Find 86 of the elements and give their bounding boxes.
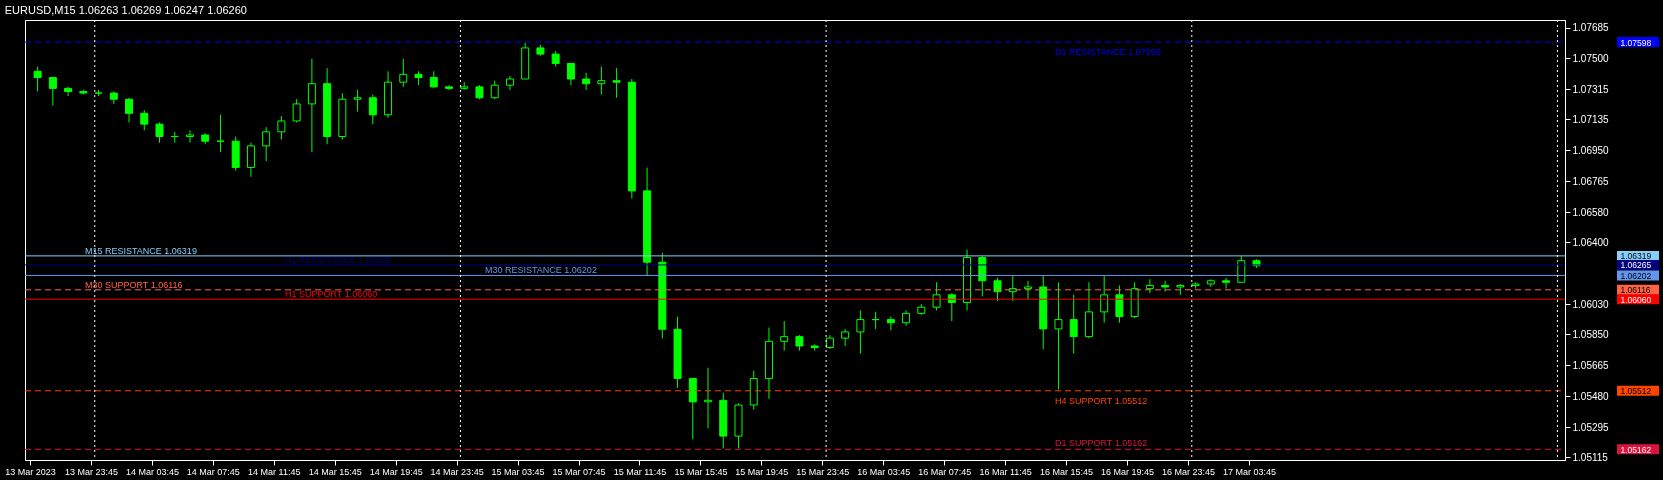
y-tick-label: 1.07315 (1572, 83, 1610, 95)
y-tick-label: 1.05480 (1572, 390, 1610, 402)
x-tick-label: 13 Mar 23:45 (64, 466, 118, 477)
x-tick-label: 16 Mar 03:45 (857, 466, 911, 477)
candlestick (307, 58, 316, 153)
candlestick (1161, 280, 1170, 293)
ref-line-label: M30 RESISTANCE 1.06202 (485, 265, 597, 276)
candlestick (353, 89, 362, 113)
y-tick-label: 1.06765 (1572, 175, 1610, 187)
x-tick-label: 16 Mar 19:45 (1101, 466, 1155, 477)
candlestick (246, 142, 255, 178)
x-tick-label: 16 Mar 07:45 (918, 466, 972, 477)
x-tick-label: 16 Mar 15:45 (1040, 466, 1094, 477)
candlestick (597, 66, 606, 96)
candlestick (688, 377, 697, 440)
candlestick (886, 316, 895, 331)
candlestick (185, 129, 194, 144)
candlestick (368, 94, 377, 125)
x-tick-label: 14 Mar 15:45 (308, 466, 362, 477)
candlestick (612, 67, 621, 99)
y-tick-label: 1.06950 (1572, 144, 1610, 156)
x-tick-label: 15 Mar 11:45 (613, 466, 667, 477)
candlestick (1054, 281, 1063, 390)
chart-title: EURUSD,M15 1.06263 1.06269 1.06247 1.06260 (4, 3, 247, 16)
x-tick-label: 13 Mar 2023 (5, 466, 56, 477)
y-tick-label: 1.07135 (1572, 113, 1610, 125)
candlestick (1008, 275, 1017, 302)
y2-tick-label: 1.06319 (1620, 251, 1652, 262)
y2-tick-label: 1.06265 (1620, 260, 1652, 271)
candlestick (1069, 294, 1078, 355)
x-tick-label: 15 Mar 23:45 (796, 466, 850, 477)
x-tick-label: 15 Mar 07:45 (552, 466, 606, 477)
y-tick-label: 1.05295 (1572, 421, 1610, 433)
y2-tick-label: 1.05162 (1620, 444, 1652, 455)
ref-line-label: M15 RESISTANCE 1.06319 (85, 245, 197, 256)
candlestick (1145, 278, 1154, 294)
candlestick (1222, 277, 1231, 290)
candlestick (155, 121, 164, 144)
x-tick-label: 14 Mar 03:45 (125, 466, 179, 477)
candlestick (1100, 275, 1109, 324)
y-tick-label: 1.05665 (1572, 359, 1610, 371)
y2-tick-label: 1.06116 (1620, 285, 1651, 296)
candlestick (140, 109, 149, 131)
y-tick-label: 1.05850 (1572, 328, 1610, 340)
y2-tick-label: 1.05512 (1620, 386, 1652, 397)
ref-line-label: H1 RESISTANCE 1.06265 (285, 254, 391, 265)
candlestick (856, 309, 865, 355)
y-tick-label: 1.06400 (1572, 236, 1610, 248)
candlestick (1023, 280, 1032, 300)
candlestick (932, 281, 941, 311)
candlestick (490, 80, 499, 100)
x-tick-label: 16 Mar 23:45 (1161, 466, 1215, 477)
x-tick-label: 15 Mar 19:45 (735, 466, 789, 477)
x-tick-label: 15 Mar 15:45 (674, 466, 728, 477)
candlestick (947, 292, 956, 322)
candlestick (582, 72, 591, 91)
candlestick (125, 97, 134, 123)
candlestick (780, 320, 789, 352)
y-tick-label: 1.06030 (1572, 298, 1610, 310)
candlestick (262, 126, 271, 162)
ref-line-label: D1 RESISTANCE 1.07598 (1055, 47, 1161, 58)
y-tick-label: 1.05115 (1572, 451, 1609, 463)
candlestick (33, 66, 42, 92)
y-tick-label: 1.07685 (1572, 22, 1610, 34)
x-tick-label: 14 Mar 07:45 (186, 466, 240, 477)
y-tick-label: 1.07500 (1572, 52, 1610, 64)
x-tick-label: 16 Mar 11:45 (979, 466, 1032, 477)
ref-line-label: H4 SUPPORT 1.05512 (1055, 395, 1148, 406)
x-tick-label: 17 Mar 03:45 (1222, 466, 1276, 477)
ref-line-label: D1 SUPPORT 1.05162 (1055, 438, 1148, 449)
candlestick (48, 77, 57, 106)
x-tick-label: 15 Mar 03:45 (491, 466, 545, 477)
x-tick-label: 14 Mar 19:45 (369, 466, 423, 477)
y2-tick-label: 1.06060 (1620, 294, 1652, 305)
x-tick-label: 14 Mar 11:45 (248, 466, 301, 477)
candlestick (277, 115, 286, 141)
candlestick (64, 86, 73, 97)
x-tick-label: 14 Mar 23:45 (430, 466, 484, 477)
ref-line-label: H1 SUPPORT 1.06060 (285, 289, 378, 300)
candlestick (399, 58, 408, 88)
candlestick (1115, 284, 1124, 324)
y2-tick-label: 1.06202 (1620, 270, 1652, 281)
candlestick (566, 62, 575, 86)
ref-line-label: M30 SUPPORT 1.06116 (85, 279, 183, 290)
y-tick-label: 1.06580 (1572, 206, 1610, 218)
y2-tick-label: 1.07598 (1620, 37, 1652, 48)
